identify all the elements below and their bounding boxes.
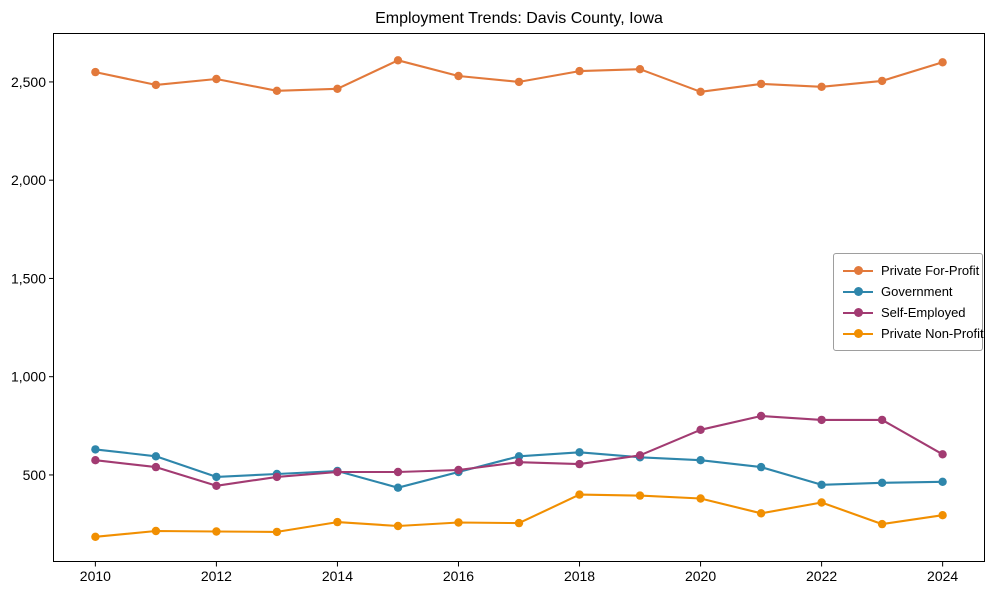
- data-point: [393, 56, 403, 65]
- data-point: [877, 519, 887, 529]
- data-point: [635, 451, 645, 460]
- data-point: [635, 491, 645, 500]
- data-point: [575, 459, 584, 469]
- legend-marker-icon: [843, 308, 873, 318]
- data-point: [756, 509, 766, 518]
- chart-title: Employment Trends: Davis County, Iowa: [375, 10, 663, 27]
- legend-marker-icon: [843, 329, 873, 339]
- data-point: [514, 77, 524, 87]
- data-point: [151, 80, 161, 90]
- data-point: [938, 511, 947, 520]
- data-point: [514, 518, 524, 528]
- data-point: [272, 527, 282, 537]
- data-point: [877, 76, 887, 86]
- data-point: [212, 481, 221, 490]
- x-tick-label: 2022: [806, 568, 837, 584]
- legend-item-private-non-profit: Private Non-Profit: [843, 323, 984, 344]
- legend-item-government: Government: [843, 281, 974, 302]
- data-point: [938, 477, 947, 486]
- data-point: [393, 483, 403, 492]
- x-tick-label: 2024: [927, 568, 958, 584]
- data-point: [272, 86, 282, 96]
- data-point: [212, 74, 221, 84]
- y-tick-label: 1,500: [11, 270, 46, 286]
- data-point: [756, 462, 766, 472]
- legend-item-private-for-profit: Private For-Profit: [843, 260, 979, 281]
- data-point: [151, 452, 161, 461]
- series-line-private-non-profit: [94, 493, 944, 538]
- data-point: [91, 445, 100, 454]
- x-tick-label: 2020: [685, 568, 716, 584]
- data-point: [817, 415, 826, 425]
- x-tick-label: 2018: [564, 568, 595, 584]
- data-point: [91, 67, 100, 77]
- legend-item-self-employed: Self-Employed: [843, 302, 974, 323]
- data-point: [575, 490, 584, 499]
- data-point: [272, 472, 282, 482]
- data-point: [696, 456, 705, 465]
- data-point: [817, 480, 826, 489]
- legend-label: Private Non-Profit: [881, 326, 984, 341]
- axes-box: [53, 33, 985, 562]
- data-point: [393, 521, 403, 531]
- data-point: [635, 65, 645, 74]
- x-tick-label: 2012: [201, 568, 232, 584]
- data-point: [91, 532, 100, 541]
- data-point: [756, 411, 766, 421]
- data-point: [393, 467, 403, 477]
- data-point: [91, 456, 100, 465]
- y-tick-label: 2,500: [11, 74, 46, 90]
- legend-dot: [853, 266, 863, 275]
- legend-marker-icon: [843, 287, 873, 297]
- data-point: [333, 84, 342, 94]
- data-point: [454, 465, 463, 475]
- legend-dot: [853, 287, 863, 296]
- data-point: [696, 87, 705, 97]
- data-point: [575, 448, 584, 457]
- series-line-self-employed: [94, 414, 944, 487]
- legend-label: Private For-Profit: [881, 263, 980, 278]
- x-tick-label: 2016: [443, 568, 474, 584]
- data-point: [696, 494, 705, 503]
- y-tick-label: 2,000: [11, 172, 46, 188]
- series-line-private-for-profit: [94, 59, 944, 93]
- data-point: [938, 450, 947, 459]
- data-point: [333, 467, 342, 477]
- data-point: [696, 425, 705, 434]
- data-point: [575, 66, 584, 76]
- legend-marker-icon: [843, 266, 873, 276]
- x-tick-label: 2014: [322, 568, 353, 584]
- data-point: [756, 79, 766, 89]
- x-tick-label: 2010: [80, 568, 111, 584]
- data-point: [212, 472, 221, 482]
- data-point: [151, 462, 161, 472]
- legend-label: Self-Employed: [881, 305, 966, 320]
- data-point: [877, 478, 887, 487]
- data-point: [454, 71, 463, 81]
- legend: Private For-Profit Government Self-Employe…: [833, 253, 984, 351]
- data-point: [333, 517, 342, 527]
- legend-dot: [853, 308, 863, 317]
- data-point: [454, 518, 463, 527]
- data-point: [212, 527, 221, 536]
- legend-label: Government: [881, 284, 953, 299]
- y-tick-label: 1,000: [11, 369, 46, 385]
- data-point: [817, 498, 826, 507]
- data-point: [514, 452, 524, 461]
- y-tick-label: 500: [23, 467, 47, 483]
- legend-dot: [853, 329, 863, 338]
- data-point: [877, 415, 887, 425]
- data-point: [938, 58, 947, 67]
- data-point: [151, 526, 161, 536]
- data-point: [514, 458, 524, 467]
- data-point: [817, 82, 826, 92]
